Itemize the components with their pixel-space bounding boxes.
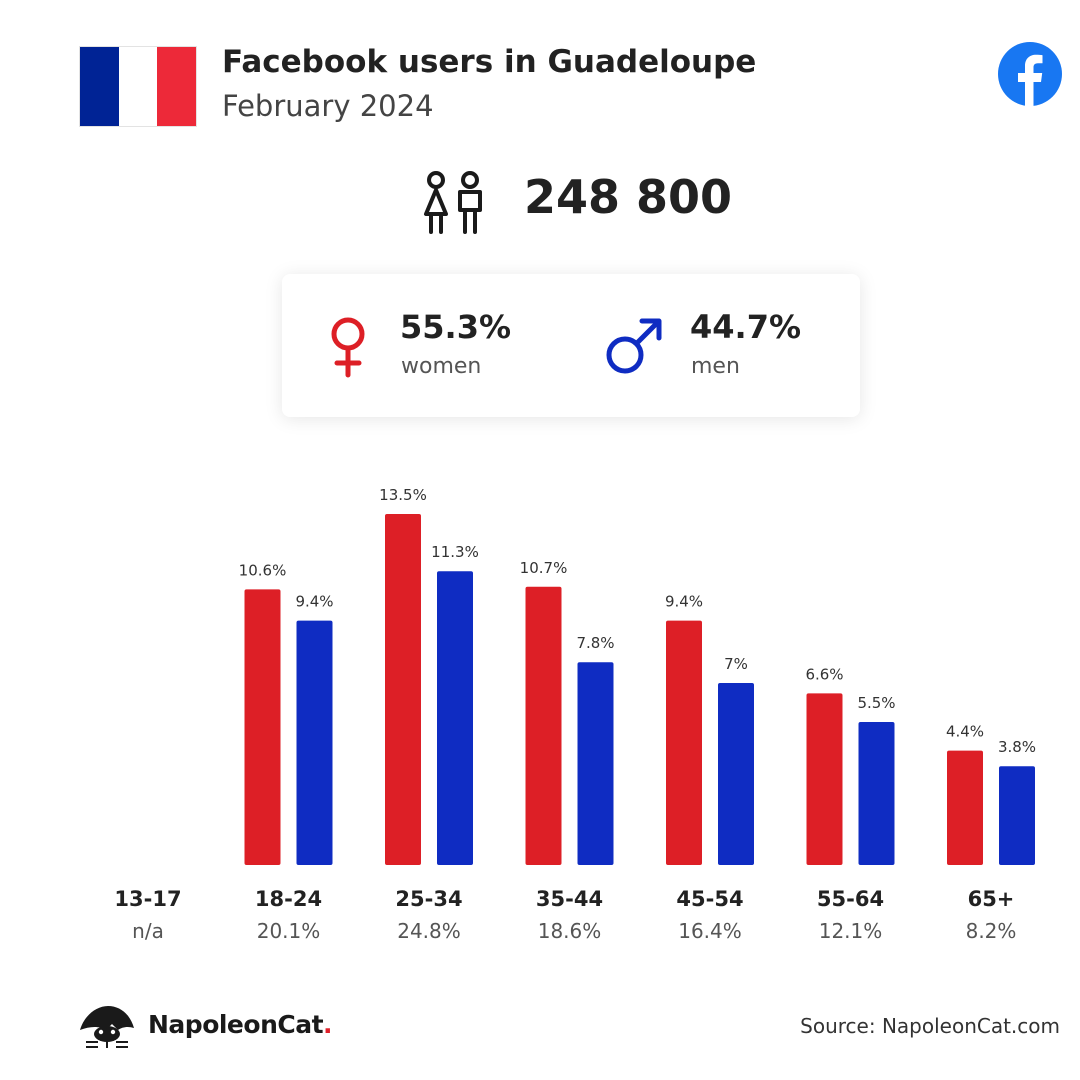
bar-women-25-34 bbox=[385, 514, 421, 865]
total-users-value: 248 800 bbox=[524, 170, 733, 224]
bar-label-men-65+: 3.8% bbox=[998, 738, 1036, 756]
category-total-55-64: 12.1% bbox=[819, 919, 883, 943]
bar-label-men-45-54: 7% bbox=[724, 655, 748, 673]
x-tick-label-35-44: 35-44 bbox=[536, 887, 603, 911]
bar-men-25-34 bbox=[437, 571, 473, 865]
x-tick-label-65+: 65+ bbox=[968, 887, 1015, 911]
category-total-65+: 8.2% bbox=[966, 919, 1017, 943]
category-total-45-54: 16.4% bbox=[678, 919, 742, 943]
source-credit: Source: NapoleonCat.com bbox=[800, 1014, 1060, 1038]
napoleoncat-logo-icon bbox=[80, 1006, 134, 1048]
bar-men-45-54 bbox=[718, 683, 754, 865]
x-tick-label-13-17: 13-17 bbox=[114, 887, 181, 911]
x-tick-label-45-54: 45-54 bbox=[676, 887, 743, 911]
men-percentage: 44.7% bbox=[690, 308, 802, 346]
france-flag-icon bbox=[80, 47, 197, 126]
brand-name: NapoleonCat. bbox=[148, 1010, 333, 1039]
bar-label-women-18-24: 10.6% bbox=[239, 561, 287, 579]
male-icon bbox=[606, 318, 662, 374]
bar-women-65+ bbox=[947, 750, 983, 865]
bar-label-men-18-24: 9.4% bbox=[295, 593, 333, 611]
bar-label-men-55-64: 5.5% bbox=[857, 694, 895, 712]
female-icon bbox=[331, 317, 365, 378]
bar-label-women-35-44: 10.7% bbox=[520, 559, 568, 577]
chart-title: Facebook users in Guadeloupe bbox=[222, 44, 757, 80]
bar-women-18-24 bbox=[244, 589, 281, 865]
bar-label-women-55-64: 6.6% bbox=[805, 665, 843, 683]
bar-women-35-44 bbox=[525, 586, 562, 865]
category-total-25-34: 24.8% bbox=[397, 919, 461, 943]
bar-men-65+ bbox=[999, 766, 1035, 865]
category-total-35-44: 18.6% bbox=[538, 919, 602, 943]
women-percentage: 55.3% bbox=[400, 308, 512, 346]
bar-men-55-64 bbox=[858, 722, 895, 865]
bar-label-men-25-34: 11.3% bbox=[431, 543, 479, 561]
women-label: women bbox=[401, 354, 482, 379]
chart-subtitle: February 2024 bbox=[222, 89, 434, 123]
men-label: men bbox=[691, 354, 740, 379]
bar-label-women-25-34: 13.5% bbox=[379, 486, 427, 504]
facebook-logo-icon bbox=[998, 42, 1062, 106]
people-icon bbox=[424, 171, 482, 234]
x-tick-label-55-64: 55-64 bbox=[817, 887, 884, 911]
bar-label-women-65+: 4.4% bbox=[946, 723, 984, 741]
bar-women-45-54 bbox=[666, 620, 702, 865]
x-tick-label-25-34: 25-34 bbox=[395, 887, 462, 911]
bar-men-35-44 bbox=[577, 662, 614, 865]
category-total-13-17: n/a bbox=[132, 919, 164, 943]
bar-women-55-64 bbox=[806, 693, 843, 865]
x-tick-label-18-24: 18-24 bbox=[255, 887, 322, 911]
bar-label-women-45-54: 9.4% bbox=[665, 593, 703, 611]
bar-men-18-24 bbox=[296, 620, 333, 865]
bar-label-men-35-44: 7.8% bbox=[576, 634, 614, 652]
category-total-18-24: 20.1% bbox=[257, 919, 321, 943]
gender-split-card: 55.3% women 44.7% men bbox=[282, 274, 860, 417]
